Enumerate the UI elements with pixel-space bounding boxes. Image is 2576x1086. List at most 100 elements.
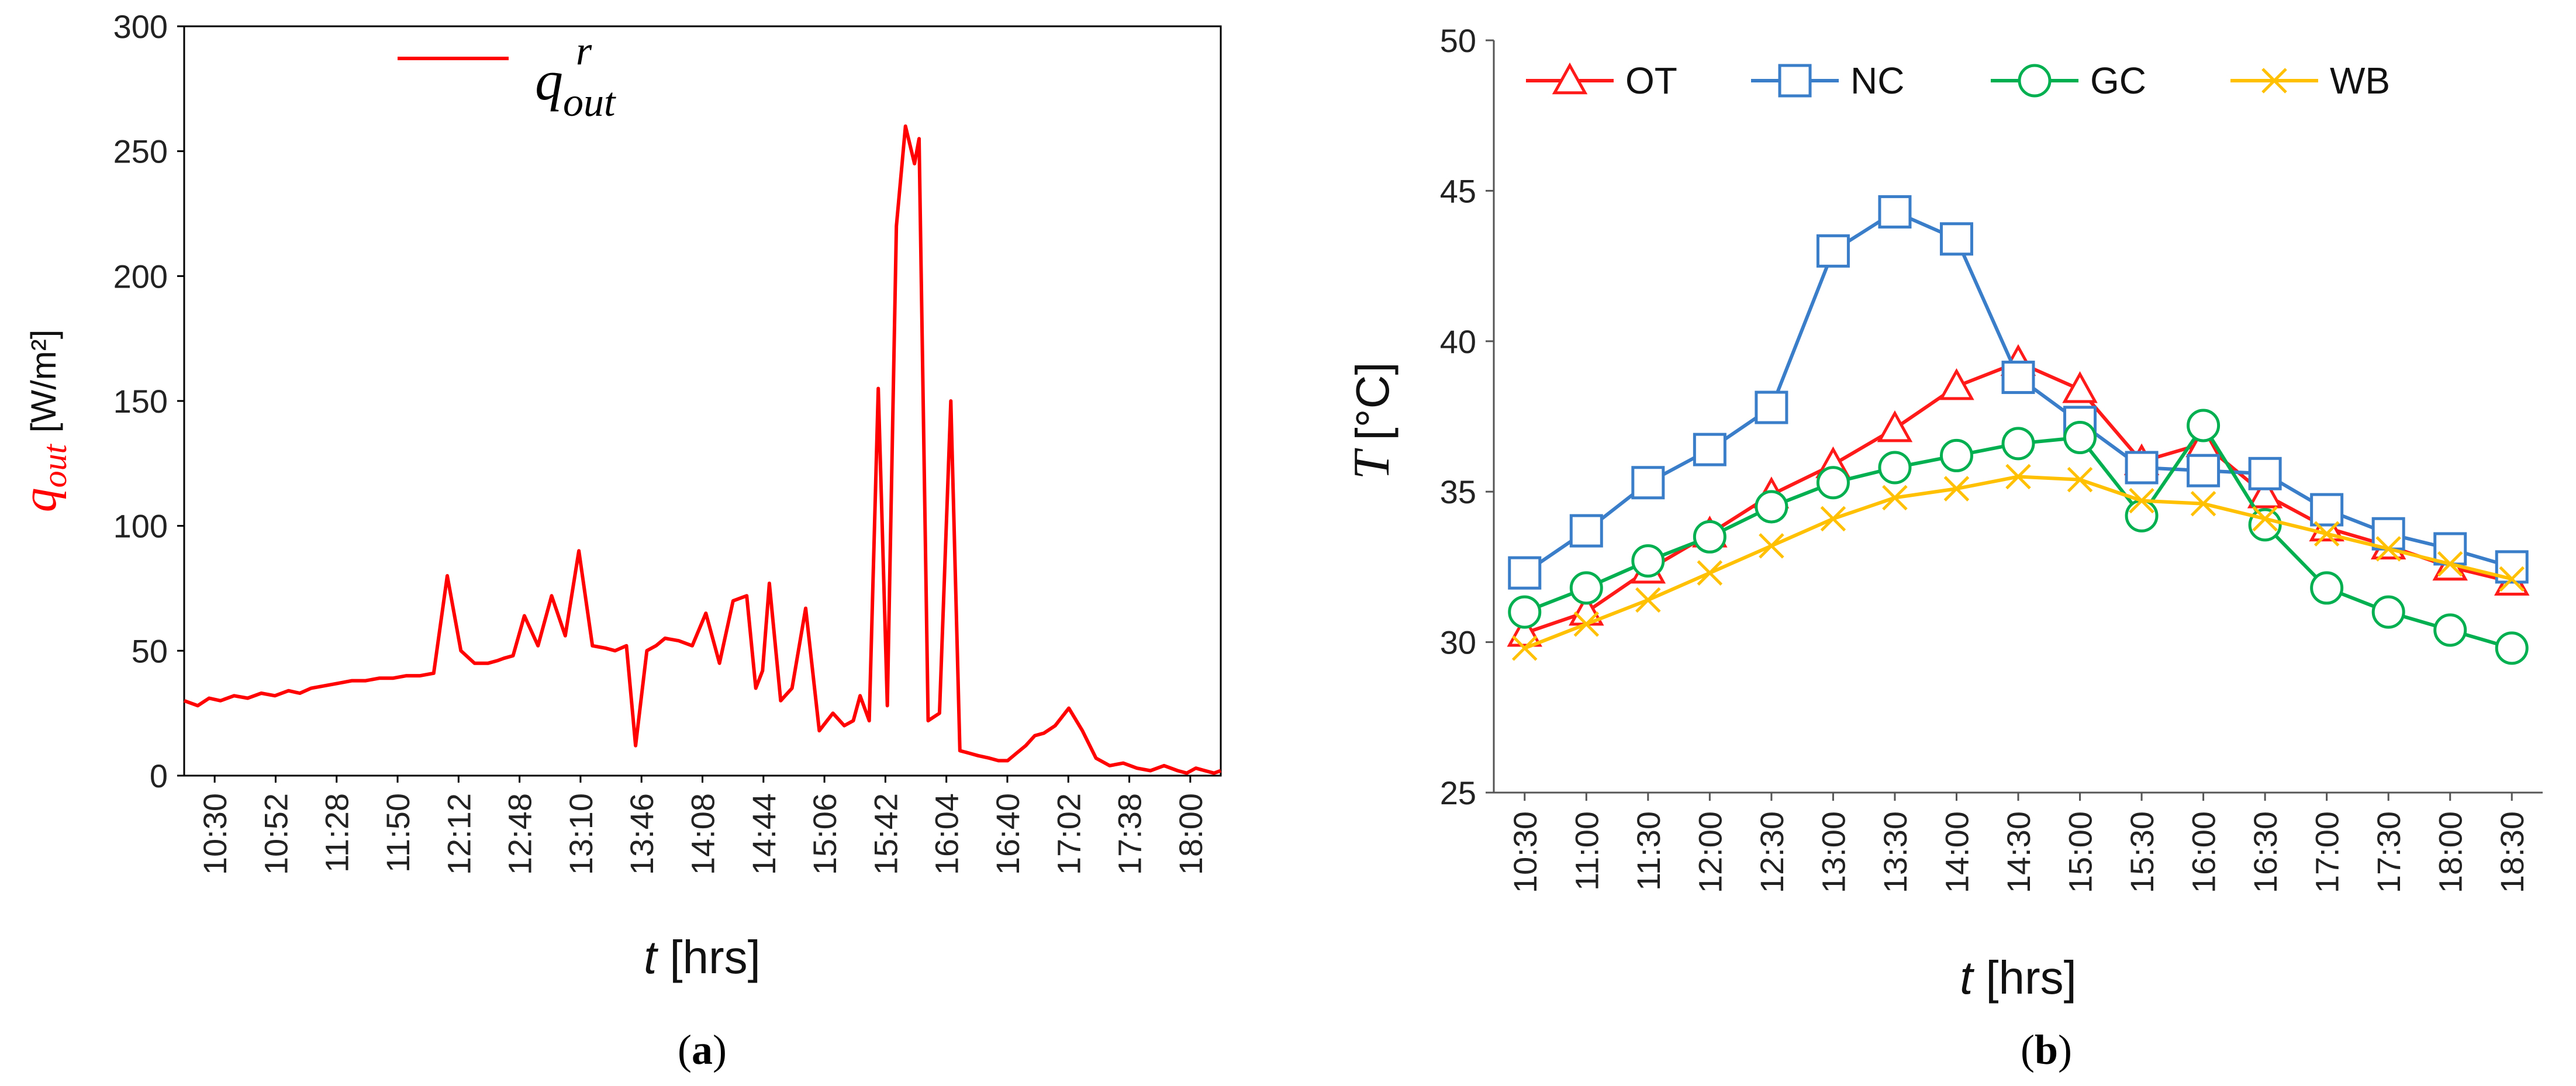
x-tick-label-a: 12:12 <box>440 793 477 875</box>
x-label-a-t: t <box>644 931 658 983</box>
y-tick-label-a: 50 <box>132 632 168 669</box>
point-gc <box>1569 571 1603 605</box>
point-nc <box>1878 195 1912 229</box>
y-tick-label-b: 50 <box>1440 22 1476 59</box>
x-axis-label-a: t [hrs] <box>644 931 761 983</box>
x-tick-label-b: 11:00 <box>1568 811 1605 891</box>
point-wb <box>2067 466 2093 493</box>
x-tick-label-a: 11:50 <box>379 793 416 873</box>
point-gc <box>2001 427 2035 461</box>
x-tick-label-a: 15:42 <box>867 793 904 875</box>
y-tick-label-a: 300 <box>113 8 168 45</box>
y-axis-a: 0 50 100 150 200 250 300 <box>113 8 184 794</box>
point-ot <box>1507 615 1543 647</box>
point-gc <box>1508 595 1542 629</box>
x-label-b-rest: [hrs] <box>1985 952 2077 1004</box>
x-tick-label-b: 12:30 <box>1753 811 1790 893</box>
point-gc <box>2310 571 2344 605</box>
x-axis-a: 10:30 10:52 11:28 11:50 12:12 12:48 13:10 13:46… <box>196 776 1209 875</box>
legend-a: qout r <box>398 29 616 125</box>
x-tick-label-b: 15:30 <box>2123 811 2160 893</box>
point-wb <box>1943 476 1970 502</box>
x-tick-label-b: 10:30 <box>1507 811 1543 893</box>
x-tick-label-a: 14:08 <box>685 793 721 875</box>
point-gc <box>2248 508 2282 542</box>
series-wb <box>1511 464 2525 661</box>
point-nc <box>2001 361 2035 395</box>
y-tick-label-b: 25 <box>1440 774 1476 811</box>
point-nc <box>1816 234 1850 268</box>
x-tick-label-a: 18:00 <box>1172 793 1209 875</box>
x-tick-label-a: 10:52 <box>257 793 294 875</box>
point-wb <box>2375 536 2401 562</box>
series-line-wb <box>1524 475 2512 650</box>
point-gc <box>1755 490 1788 524</box>
y-label-b-T: T <box>1344 448 1400 480</box>
series-line-ot <box>1524 360 2512 635</box>
point-wb <box>1511 635 1538 661</box>
x-label-a-rest: [hrs] <box>669 931 761 983</box>
x-tick-label-a: 13:10 <box>562 793 599 875</box>
point-ot <box>2247 476 2283 509</box>
x-tick-label-b: 16:30 <box>2247 811 2284 893</box>
point-wb <box>1759 533 1784 559</box>
caption-b: (b) <box>2021 1026 2072 1073</box>
point-wb <box>1573 611 1600 637</box>
point-gc <box>2125 499 2159 532</box>
x-tick-label-b: 17:00 <box>2309 811 2346 893</box>
x-tick-label-b: 16:00 <box>2185 811 2222 893</box>
point-gc <box>1693 520 1726 554</box>
point-ot <box>1877 410 1913 442</box>
x-tick-label-b: 12:00 <box>1691 811 1728 893</box>
x-tick-label-a: 16:40 <box>989 793 1026 875</box>
y-label-a-sub: out <box>36 443 74 487</box>
point-gc <box>1631 544 1665 578</box>
x-tick-label-b: 11:30 <box>1630 811 1667 891</box>
legend-a-q: q <box>535 49 563 112</box>
x-tick-label-a: 14:44 <box>745 793 782 875</box>
y-axis-label-b: T [°C] <box>1344 362 1400 479</box>
legend-item-nc: NC <box>1751 60 1904 102</box>
x-tick-label-b: 18:00 <box>2432 811 2469 893</box>
y-tick-label-a: 150 <box>113 383 168 420</box>
point-nc <box>2310 493 2344 527</box>
legend-label-nc: NC <box>1850 60 1904 102</box>
point-nc <box>2187 454 2221 487</box>
legend-a-label: qout <box>535 49 616 125</box>
x-axis-label-b: t [hrs] <box>1960 952 2077 1004</box>
legend-item-wb: WB <box>2230 60 2390 102</box>
point-gc <box>1939 438 1973 472</box>
caption-b-letter: b <box>2035 1026 2058 1073</box>
y-tick-label-b: 35 <box>1440 473 1476 510</box>
point-wb <box>1697 560 1723 586</box>
point-wb <box>2190 491 2216 517</box>
point-ot <box>2062 371 2098 403</box>
y-tick-label-a: 250 <box>113 133 168 170</box>
point-wb <box>2129 487 2154 514</box>
x-tick-label-a: 11:28 <box>319 793 355 873</box>
x-tick-label-a: 17:38 <box>1111 793 1148 875</box>
point-gc <box>2371 595 2405 629</box>
y-axis-b: 25 30 35 40 45 50 <box>1440 22 1494 811</box>
y-label-a-q: q <box>12 487 67 512</box>
legend-a-sup: r <box>576 29 592 74</box>
legend-label-wb: WB <box>2330 60 2390 102</box>
y-axis-label-a: qout [W/m²] <box>12 330 74 513</box>
point-wb <box>2499 566 2525 592</box>
point-gc <box>2433 613 2467 647</box>
caption-a: (a) <box>678 1026 727 1073</box>
series-nc <box>1508 195 2529 590</box>
x-tick-label-a: 13:46 <box>623 793 660 875</box>
point-gc <box>2187 409 2221 442</box>
point-wb <box>1635 587 1661 613</box>
point-wb <box>1882 485 1908 511</box>
x-tick-label-b: 13:30 <box>1877 811 1914 893</box>
point-wb <box>2005 464 2031 490</box>
legend-label-gc: GC <box>2090 60 2146 102</box>
point-nc <box>1508 556 1542 590</box>
x-label-b-t: t <box>1960 952 1974 1004</box>
legend-a-sub: out <box>563 80 616 125</box>
x-tick-label-a: 12:48 <box>502 793 538 875</box>
point-gc <box>2063 421 2097 455</box>
